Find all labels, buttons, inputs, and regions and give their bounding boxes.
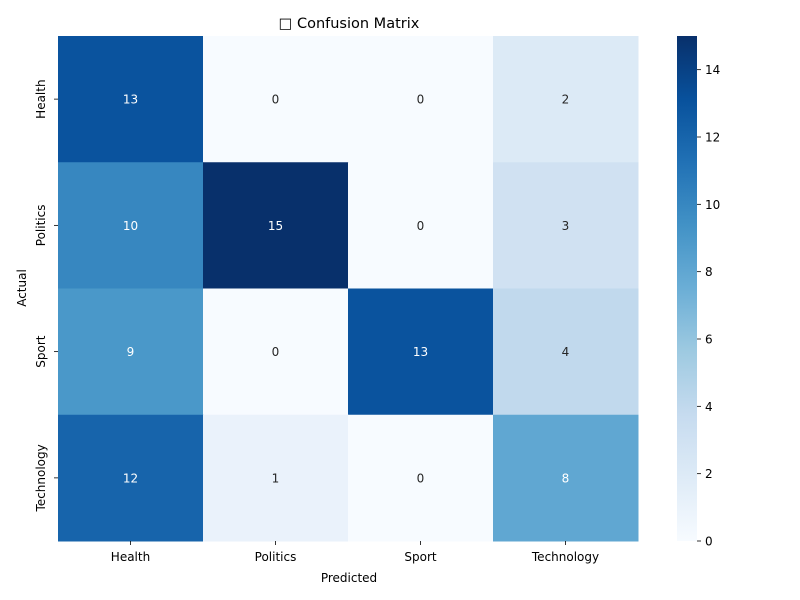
heatmap-cell xyxy=(493,162,639,289)
heatmap-cell xyxy=(58,162,204,289)
heatmap-cell xyxy=(203,288,349,416)
cell-value-label: 0 xyxy=(272,93,280,107)
heatmap-cell xyxy=(348,414,494,542)
heatmap-cell xyxy=(493,414,639,542)
y-tick-label: Technology xyxy=(34,444,48,512)
colorbar-tick-label: 10 xyxy=(705,198,720,212)
heatmap-cell xyxy=(348,162,494,289)
heatmap-cell xyxy=(203,162,349,289)
cell-value-label: 15 xyxy=(268,219,283,233)
heatmap-cell xyxy=(348,36,494,163)
cell-value-label: 4 xyxy=(562,345,570,359)
cell-value-label: 13 xyxy=(413,345,428,359)
colorbar xyxy=(677,36,697,541)
colorbar-tick-label: 0 xyxy=(705,535,713,549)
colorbar-tick-label: 4 xyxy=(705,400,713,414)
heatmap-cell xyxy=(348,288,494,416)
cell-value-label: 1 xyxy=(272,471,280,485)
y-tick-label: Sport xyxy=(34,335,48,368)
colorbar-tick-label: 14 xyxy=(705,63,720,77)
heatmap-cell xyxy=(203,36,349,163)
cell-value-label: 2 xyxy=(562,93,570,107)
x-tick-label: Sport xyxy=(404,550,437,564)
heatmap-cell-labels: 13 0 0 210 15 0 39 0 13 412 1 0 8 xyxy=(123,93,569,486)
heatmap-cell xyxy=(203,414,349,542)
cell-value-label: 0 xyxy=(417,93,425,107)
x-axis-label: Predicted xyxy=(321,571,377,585)
heatmap-cell xyxy=(493,36,639,163)
heatmap-cell xyxy=(58,288,204,416)
cell-value-label: 10 xyxy=(123,219,138,233)
colorbar-tick-label: 12 xyxy=(705,131,720,145)
x-tick-label: Technology xyxy=(531,550,599,564)
colorbar-tick-label: 2 xyxy=(705,467,713,481)
cell-value-label: 3 xyxy=(562,219,570,233)
cell-value-label: 13 xyxy=(123,93,138,107)
heatmap-cell xyxy=(58,414,204,542)
chart-title: □ Confusion Matrix xyxy=(279,16,420,32)
heatmap-cells xyxy=(58,36,639,542)
cell-value-label: 12 xyxy=(123,471,138,485)
cell-value-label: 0 xyxy=(417,471,425,485)
heatmap-cell xyxy=(493,288,639,416)
x-axis-ticks: Health Politics Sport Technology xyxy=(111,541,599,564)
y-tick-label: Health xyxy=(34,79,48,118)
cell-value-label: 0 xyxy=(272,345,280,359)
x-tick-label: Health xyxy=(111,550,150,564)
heatmap-cell xyxy=(58,36,204,163)
cell-value-label: 0 xyxy=(417,219,425,233)
cell-value-label: 9 xyxy=(127,345,135,359)
colorbar-tick-label: 8 xyxy=(705,265,713,279)
colorbar-tick-label: 6 xyxy=(705,333,713,347)
x-tick-label: Politics xyxy=(255,550,297,564)
y-tick-label: Politics xyxy=(34,205,48,247)
colorbar-ticks: 0 2 4 6 8 10 12 14 xyxy=(697,63,720,549)
y-axis-label: Actual xyxy=(15,269,29,307)
y-axis-ticks: Health Politics Sport Technology xyxy=(34,79,58,512)
cell-value-label: 8 xyxy=(562,471,570,485)
